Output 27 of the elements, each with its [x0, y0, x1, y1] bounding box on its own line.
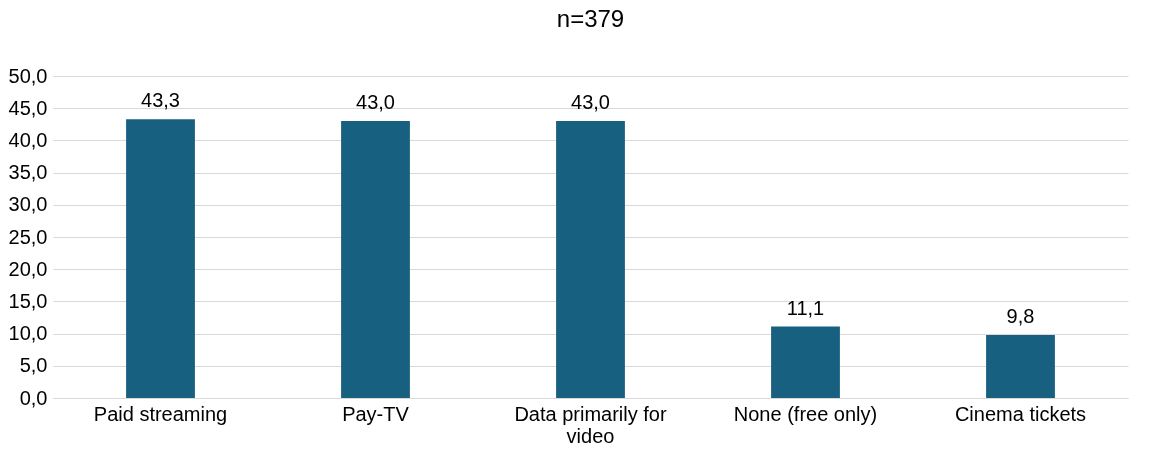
y-tick-label: 5,0	[19, 354, 48, 377]
x-tick-label: None (free only)	[733, 402, 878, 425]
y-tick-label: 25,0	[8, 225, 48, 248]
data-label: 43,3	[141, 89, 180, 112]
x-tick-label: Pay-TV	[342, 402, 410, 425]
bar	[771, 326, 840, 398]
data-label: 43,0	[356, 91, 395, 114]
data-label: 43,0	[571, 91, 610, 114]
data-label: 11,1	[786, 296, 825, 319]
y-tick-label: 45,0	[8, 96, 48, 119]
data-label: 9,8	[1006, 304, 1035, 327]
y-tick-label: 15,0	[8, 289, 48, 312]
x-tick-label: Data primarily for video	[514, 402, 667, 447]
y-tick-label: 10,0	[8, 322, 48, 345]
bar	[986, 334, 1055, 398]
bar	[341, 121, 410, 398]
y-tick-label: 0,0	[19, 386, 48, 409]
bar	[556, 121, 625, 398]
chart-title: n=379	[556, 5, 625, 32]
bar	[126, 119, 195, 398]
x-tick-label: Paid streaming	[93, 402, 228, 425]
y-tick-label: 50,0	[8, 64, 48, 87]
x-tick-label: Cinema tickets	[954, 402, 1087, 425]
y-tick-label: 20,0	[8, 257, 48, 280]
y-tick-label: 35,0	[8, 161, 48, 184]
y-tick-label: 40,0	[8, 128, 48, 151]
y-tick-label: 30,0	[8, 193, 48, 216]
